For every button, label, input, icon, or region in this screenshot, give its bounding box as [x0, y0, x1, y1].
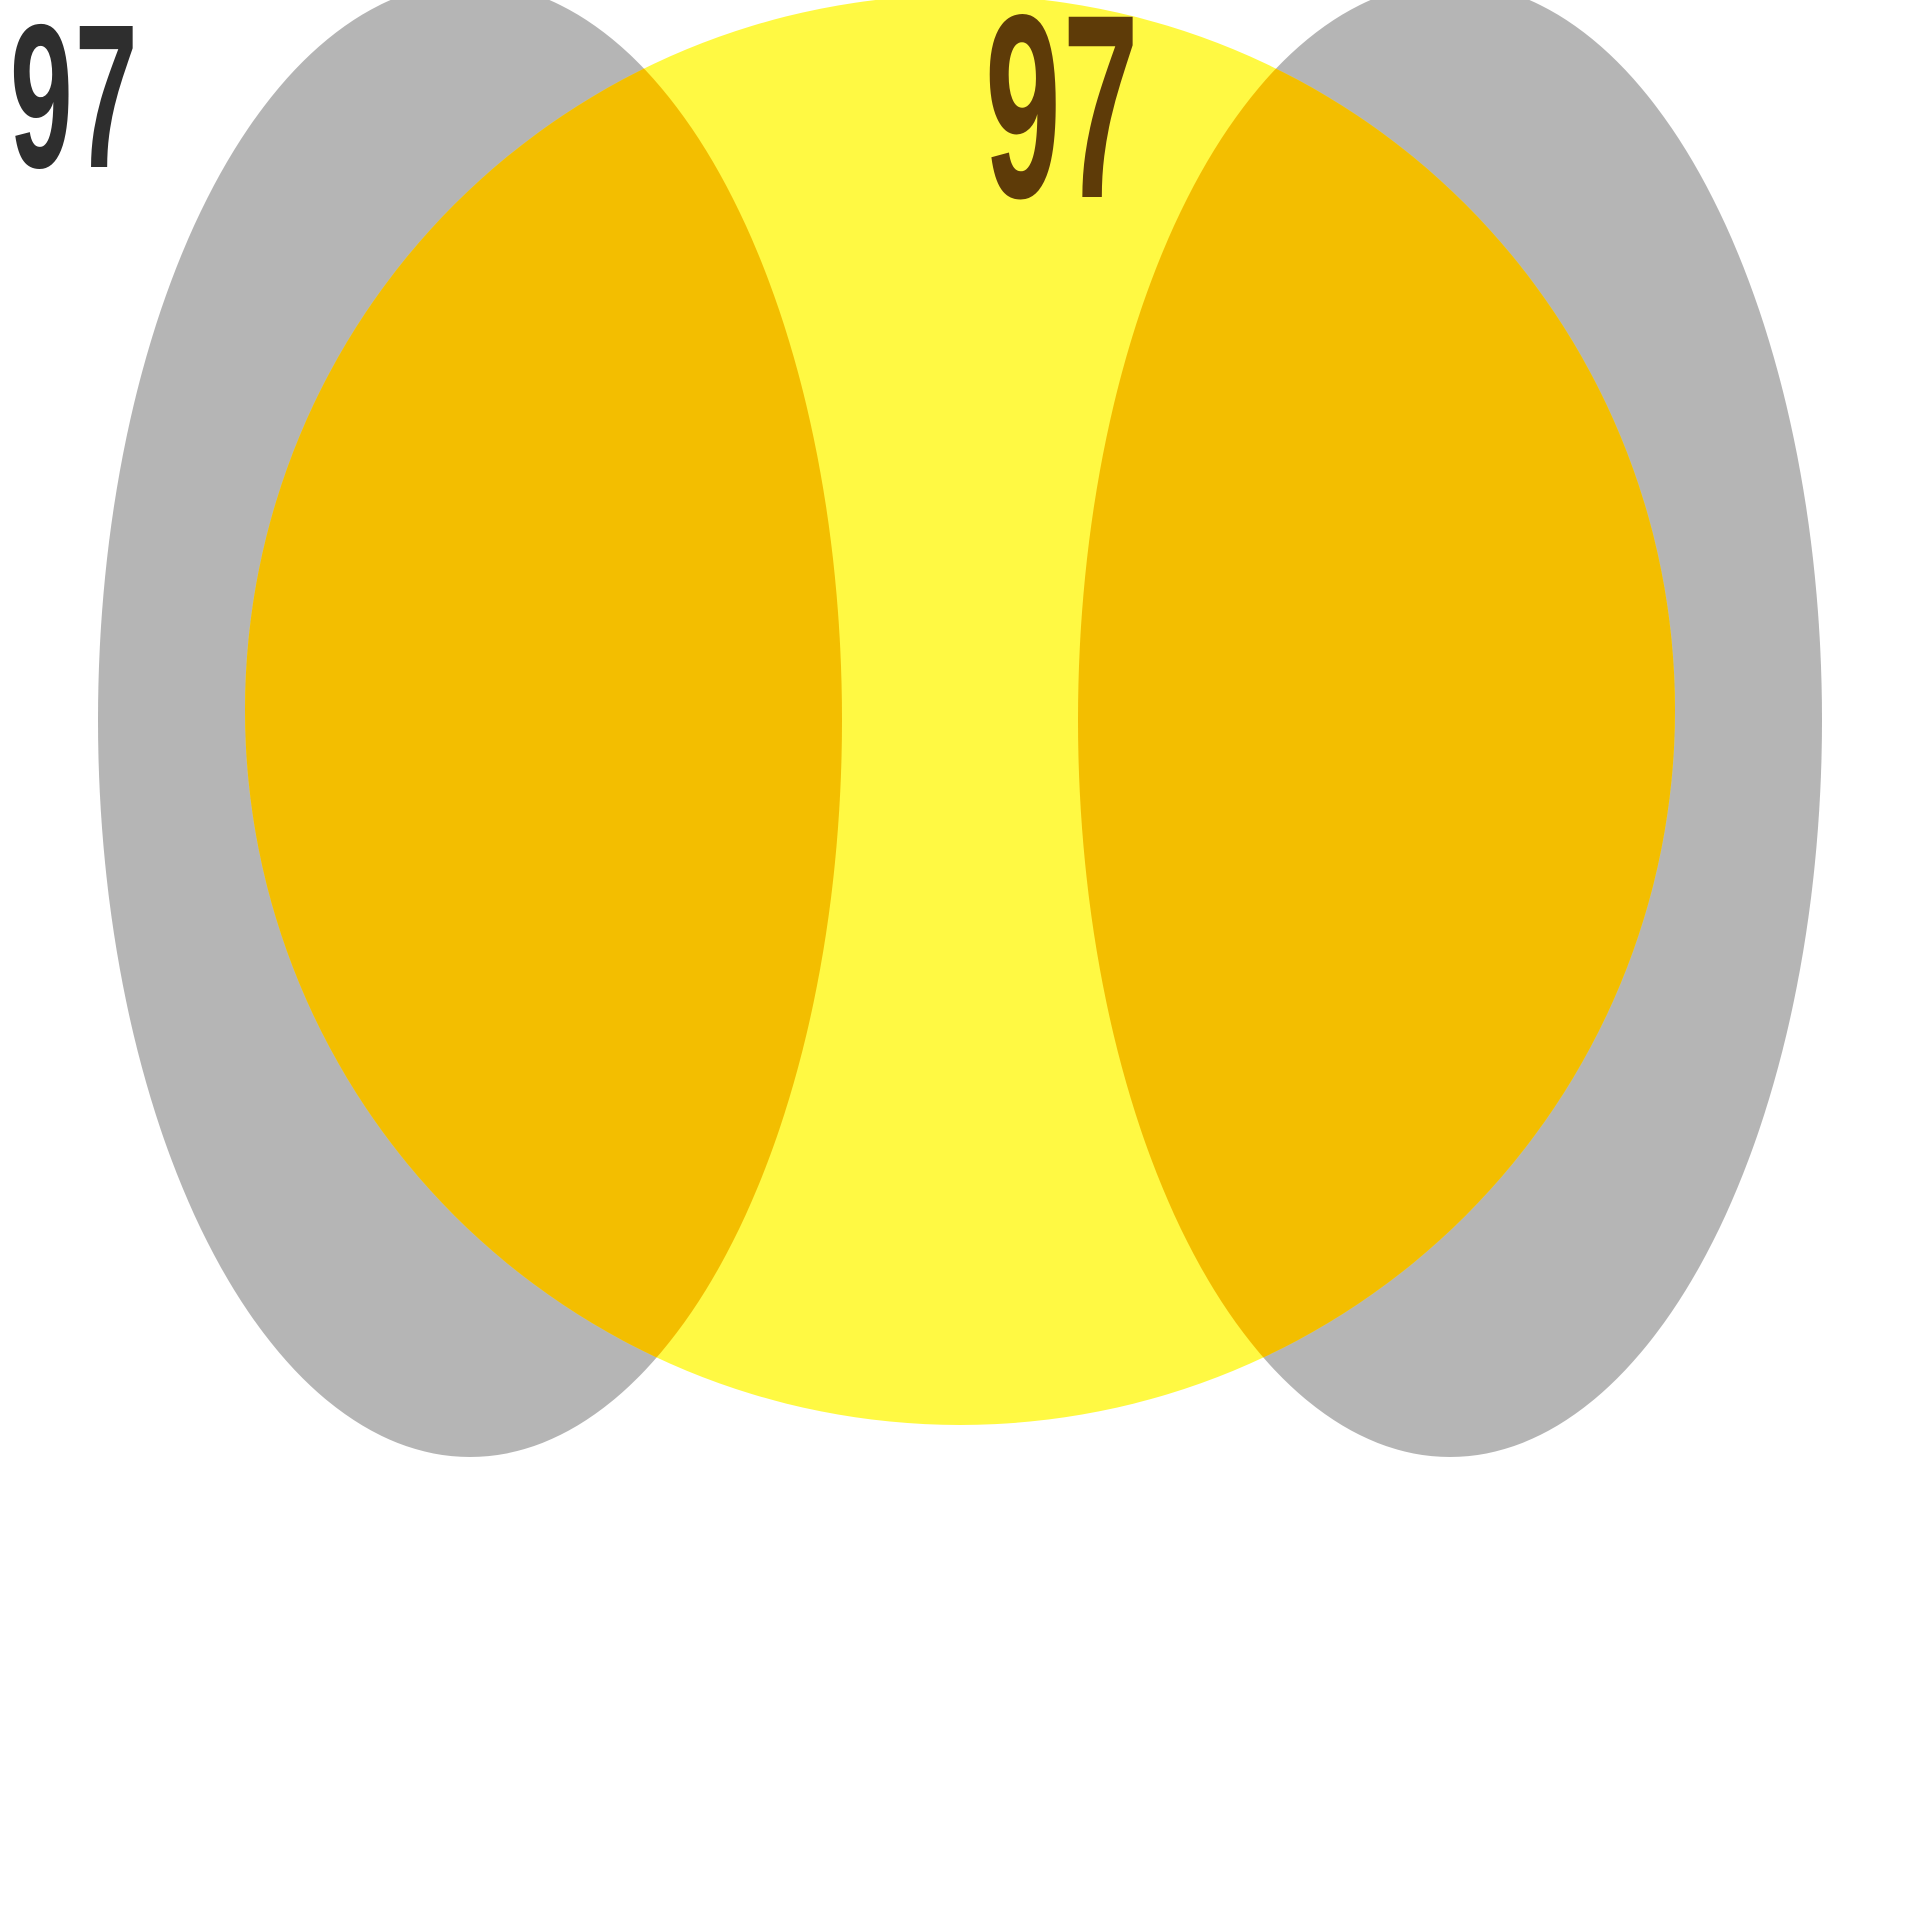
product-label-center-line1: МАСЛО: [658, 1910, 1252, 1920]
product-label-right-line1: МАСЛО: [1289, 1898, 1594, 1920]
product-label-center: МАСЛО ТМИНА: [658, 1515, 1252, 1920]
product-label-right: МАСЛО ТМИНА: [1289, 1508, 1594, 1920]
badge-97-top-center: 97: [985, 0, 1141, 253]
product-label-left: МАСЛО ТМИНА: [331, 1516, 636, 1920]
product-label-left-line1: МАСЛО: [331, 1900, 636, 1920]
badge-97-top-left: 97: [10, 0, 140, 211]
